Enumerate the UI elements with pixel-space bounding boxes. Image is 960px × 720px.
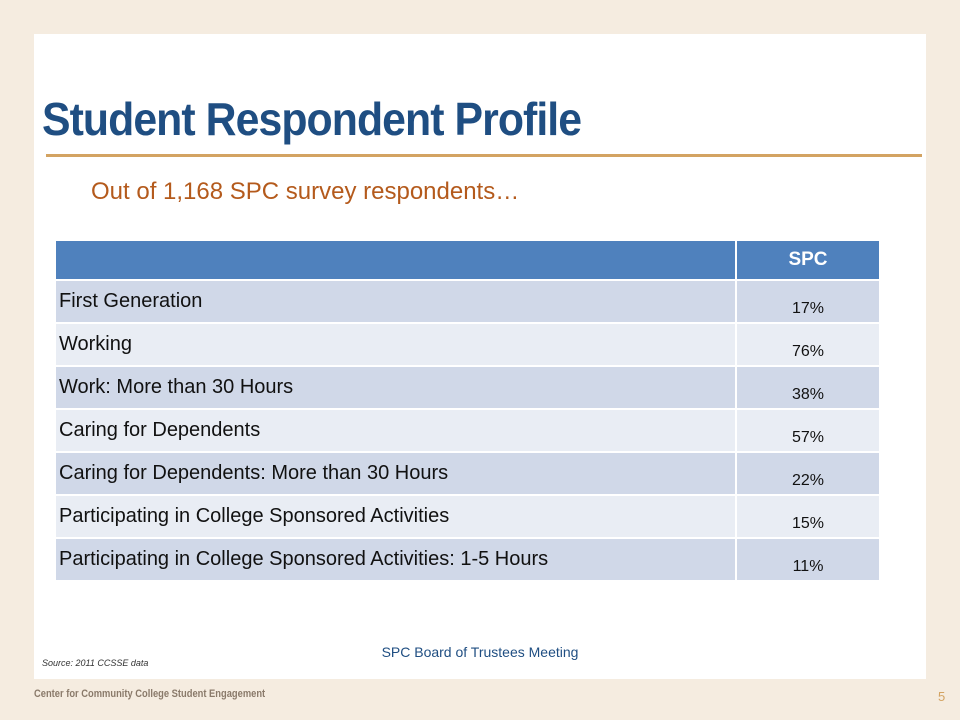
- table-header-row: SPC: [56, 241, 879, 281]
- table-header-label: [56, 241, 736, 281]
- row-label: Caring for Dependents: More than 30 Hour…: [56, 452, 736, 496]
- table-row: First Generation 17%: [56, 280, 879, 324]
- row-value: 17%: [735, 280, 879, 324]
- table-row: Caring for Dependents: More than 30 Hour…: [56, 452, 879, 496]
- table-row: Participating in College Sponsored Activ…: [56, 495, 879, 539]
- row-label: Work: More than 30 Hours: [56, 366, 736, 410]
- row-value: 76%: [735, 323, 879, 367]
- source-note: Source: 2011 CCSSE data: [42, 658, 149, 668]
- row-label: Participating in College Sponsored Activ…: [56, 495, 736, 539]
- row-value: 57%: [735, 409, 879, 453]
- row-label: Caring for Dependents: [56, 409, 736, 453]
- row-value: 11%: [735, 538, 879, 582]
- row-label: Working: [56, 323, 736, 367]
- row-value: 38%: [735, 366, 879, 410]
- table-row: Participating in College Sponsored Activ…: [56, 538, 879, 582]
- slide-canvas: Student Respondent Profile Out of 1,168 …: [34, 34, 926, 679]
- page-number: 5: [938, 689, 946, 704]
- organization-name: Center for Community College Student Eng…: [34, 688, 266, 700]
- table-row: Working 76%: [56, 323, 879, 367]
- slide-subtitle: Out of 1,168 SPC survey respondents…: [91, 178, 520, 205]
- respondent-profile-table: SPC First Generation 17% Working 76% Wor…: [56, 241, 879, 582]
- table-row: Work: More than 30 Hours 38%: [56, 366, 879, 410]
- table-row: Caring for Dependents 57%: [56, 409, 879, 453]
- row-value: 15%: [735, 495, 879, 539]
- slide-footer: SPC Board of Trustees Meeting: [381, 644, 579, 660]
- row-value: 22%: [735, 452, 879, 496]
- title-divider: [46, 154, 922, 157]
- row-label: Participating in College Sponsored Activ…: [56, 538, 736, 582]
- slide-title: Student Respondent Profile: [42, 93, 582, 145]
- row-label: First Generation: [56, 280, 736, 324]
- table-header-spc: SPC: [735, 241, 879, 281]
